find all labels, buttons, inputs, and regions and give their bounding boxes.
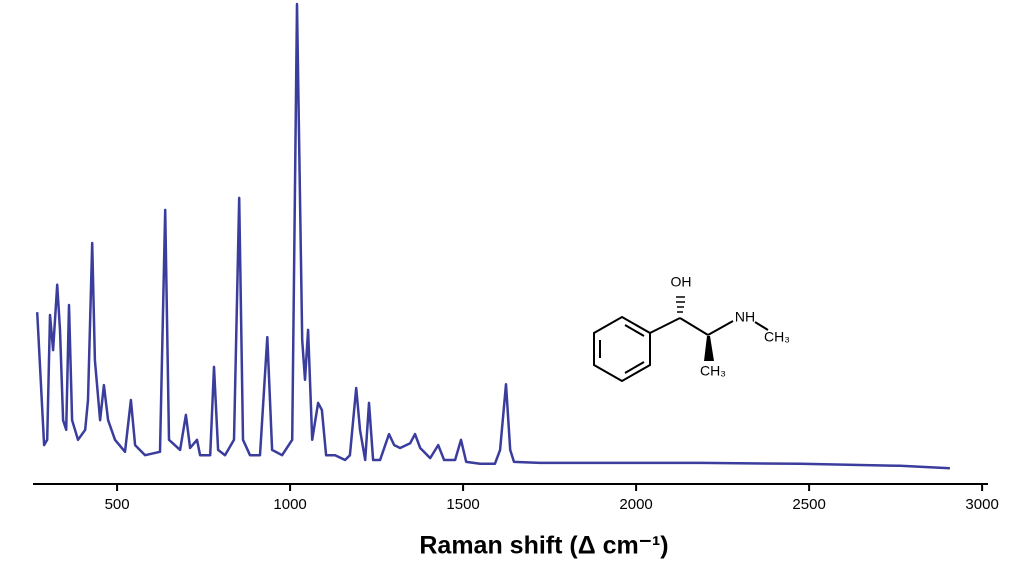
atom-label: NH bbox=[735, 309, 755, 325]
bond bbox=[624, 361, 645, 374]
bond bbox=[649, 317, 681, 334]
spectrum-line bbox=[35, 2, 950, 470]
bond bbox=[679, 317, 709, 336]
x-tick-label: 2000 bbox=[619, 496, 652, 513]
x-tick-label: 2500 bbox=[792, 496, 825, 513]
x-axis-label: Raman shift (Δ cm⁻¹) bbox=[419, 532, 668, 560]
x-tick-label: 500 bbox=[105, 496, 130, 513]
molecule bbox=[593, 296, 769, 383]
wedge-bond bbox=[704, 336, 714, 361]
benzene-ring bbox=[593, 315, 651, 383]
x-tick-label: 1000 bbox=[273, 496, 306, 513]
bond bbox=[754, 321, 769, 331]
x-tick-label: 1500 bbox=[446, 496, 479, 513]
x-tick-label: 3000 bbox=[965, 496, 998, 513]
atom-label: OH bbox=[671, 274, 692, 290]
hashed-bond bbox=[676, 296, 685, 313]
bond bbox=[624, 324, 645, 337]
atom-label: CH₃ bbox=[700, 363, 726, 379]
atom-label: CH₃ bbox=[764, 329, 790, 345]
bond bbox=[707, 320, 734, 336]
